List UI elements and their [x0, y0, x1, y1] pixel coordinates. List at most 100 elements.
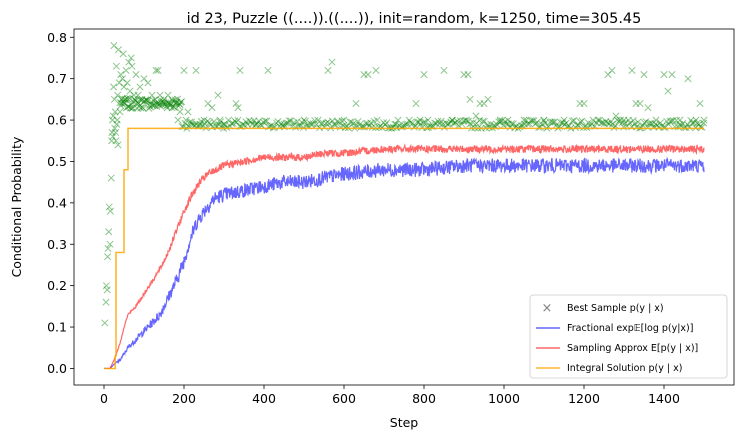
best-sample-point	[220, 120, 228, 128]
best-sample-point	[440, 66, 448, 74]
best-sample-point	[271, 123, 279, 131]
best-sample-point	[652, 120, 660, 128]
best-sample-point	[188, 120, 196, 128]
best-sample-point	[364, 70, 372, 79]
best-sample-point	[108, 137, 116, 145]
best-sample-point	[102, 282, 110, 290]
y-tick-label: 0.3	[47, 237, 67, 252]
best-sample-point	[629, 116, 637, 125]
best-sample-point	[216, 116, 224, 124]
best-sample-point	[175, 100, 183, 108]
best-sample-point	[612, 112, 620, 120]
best-sample-point	[314, 116, 322, 124]
legend-item-sampling: Sampling Approx E[p(y | x)]	[536, 343, 698, 354]
best-sample-point	[231, 117, 239, 125]
best-sample-point	[453, 117, 461, 125]
x-axis-label: Step	[390, 415, 419, 430]
best-sample-point	[506, 123, 514, 131]
best-sample-point	[104, 253, 112, 261]
best-sample-point	[592, 119, 600, 127]
best-sample-point	[551, 118, 559, 126]
best-sample-point	[680, 123, 688, 132]
best-sample-point	[109, 112, 117, 120]
best-sample-point	[362, 119, 370, 127]
best-sample-point	[129, 104, 137, 112]
best-sample-point	[116, 108, 124, 116]
best-sample-point	[144, 79, 152, 87]
best-sample-point	[140, 75, 148, 83]
best-sample-point	[420, 70, 428, 79]
best-sample-point	[255, 117, 263, 125]
best-sample-point	[150, 96, 158, 105]
best-sample-point	[447, 118, 455, 126]
best-sample-point	[404, 120, 412, 128]
best-sample-point	[640, 119, 648, 127]
best-sample-point	[664, 87, 672, 95]
best-sample-point	[215, 121, 223, 129]
best-sample-point	[405, 116, 413, 124]
best-sample-point	[122, 95, 130, 103]
best-sample-point	[348, 118, 356, 126]
best-sample-point	[242, 118, 250, 126]
best-sample-point	[170, 103, 178, 111]
best-sample-point	[448, 116, 456, 124]
best-sample-point	[145, 104, 153, 112]
best-sample-point	[456, 117, 464, 125]
best-sample-point	[172, 98, 180, 106]
best-sample-point	[660, 70, 668, 79]
best-sample-point	[229, 119, 237, 127]
best-sample-point	[440, 123, 448, 131]
best-sample-point	[437, 117, 445, 125]
best-sample-point	[125, 103, 133, 111]
best-sample-point	[509, 120, 517, 128]
best-sample-point	[148, 91, 156, 99]
best-sample-point	[520, 120, 528, 128]
best-sample-point	[130, 98, 138, 106]
best-sample-point	[407, 118, 415, 127]
best-sample-point	[114, 141, 122, 149]
best-sample-point	[160, 95, 168, 103]
best-sample-point	[394, 116, 402, 124]
best-sample-point	[397, 123, 405, 131]
best-sample-point	[174, 102, 182, 110]
y-axis-label: Conditional Probability	[9, 136, 24, 277]
best-sample-point	[232, 118, 240, 126]
best-sample-point	[247, 118, 255, 126]
best-sample-point	[311, 117, 319, 125]
best-sample-point	[655, 123, 663, 131]
best-sample-point	[632, 99, 640, 108]
best-sample-point	[263, 117, 271, 125]
best-sample-point	[618, 119, 626, 127]
best-sample-point	[173, 98, 181, 106]
best-sample-point	[434, 117, 442, 125]
best-sample-point	[672, 116, 680, 124]
series-sampling-line	[104, 143, 705, 370]
best-sample-point	[123, 79, 131, 87]
best-sample-point	[218, 121, 226, 129]
best-sample-point	[174, 95, 182, 103]
best-sample-point	[616, 116, 624, 124]
best-sample-point	[158, 98, 166, 107]
best-sample-point	[660, 123, 668, 131]
best-sample-point	[176, 108, 184, 116]
best-sample-point	[317, 119, 325, 128]
best-sample-point	[642, 118, 650, 126]
best-sample-point	[216, 118, 224, 126]
best-sample-point	[450, 119, 458, 127]
best-sample-point	[287, 117, 295, 125]
best-sample-point	[594, 116, 602, 124]
best-sample-point	[540, 117, 548, 125]
best-sample-point	[210, 117, 218, 126]
best-sample-point	[117, 70, 125, 79]
best-sample-point	[573, 121, 581, 129]
best-sample-point	[114, 46, 122, 54]
series-fractional-line	[104, 156, 705, 370]
best-sample-point	[128, 104, 136, 112]
best-sample-point	[541, 119, 549, 127]
x-tick-label: 1000	[488, 391, 520, 406]
best-sample-point	[122, 66, 130, 74]
best-sample-point	[205, 119, 213, 127]
best-sample-point	[424, 116, 432, 124]
best-sample-point	[146, 101, 154, 109]
